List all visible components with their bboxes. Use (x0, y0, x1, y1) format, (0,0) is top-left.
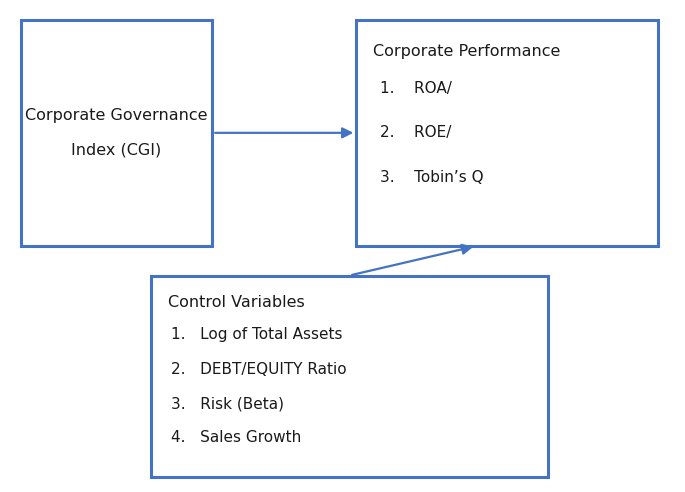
Bar (356, 20, 658, 246)
Text: 2.    ROE/: 2. ROE/ (380, 125, 451, 140)
Bar (21, 20, 212, 246)
Text: Index (CGI): Index (CGI) (71, 143, 162, 157)
Text: 4.   Sales Growth: 4. Sales Growth (171, 430, 301, 445)
Text: Corporate Performance: Corporate Performance (373, 44, 561, 59)
Text: 2.   DEBT/EQUITY Ratio: 2. DEBT/EQUITY Ratio (171, 362, 347, 376)
Bar (151, 276, 548, 477)
Text: Corporate Governance: Corporate Governance (25, 108, 208, 123)
Text: 3.   Risk (Beta): 3. Risk (Beta) (171, 396, 284, 411)
Text: 3.    Tobin’s Q: 3. Tobin’s Q (380, 170, 484, 184)
Text: 1.    ROA/: 1. ROA/ (380, 81, 452, 96)
Text: 1.   Log of Total Assets: 1. Log of Total Assets (171, 327, 342, 342)
Text: Control Variables: Control Variables (168, 295, 305, 310)
